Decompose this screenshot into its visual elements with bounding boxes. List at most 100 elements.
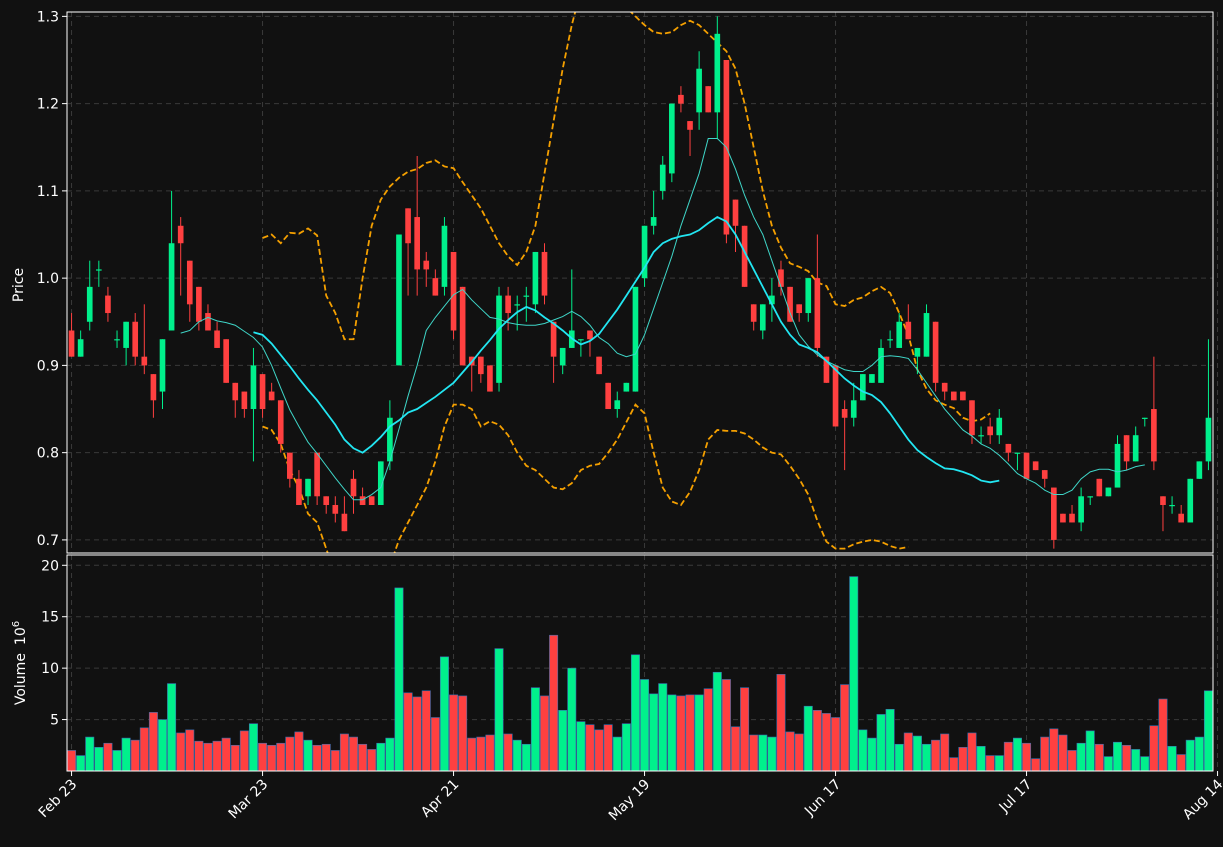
grid <box>67 12 1219 771</box>
volume-bar <box>321 743 331 771</box>
candle-body <box>1123 435 1130 462</box>
candle-body <box>750 304 757 322</box>
candle-body <box>1087 496 1094 498</box>
candle-body <box>223 339 229 383</box>
price-tick-label: 1.0 <box>37 271 59 287</box>
volume-bar <box>1031 758 1041 771</box>
bollinger-upper-line <box>262 12 991 423</box>
candle-body <box>350 478 357 497</box>
price-tick-label: 1.3 <box>37 9 59 25</box>
candle-body <box>405 208 411 244</box>
candle-body <box>368 496 375 506</box>
volume-bar <box>758 734 768 771</box>
candle-body <box>932 321 939 383</box>
candle-body <box>1160 496 1166 506</box>
candle-body <box>623 382 630 392</box>
volume-bar <box>1140 756 1150 771</box>
volume-bar <box>158 719 167 771</box>
volume-bar <box>958 747 968 771</box>
volume-bar <box>1022 742 1032 771</box>
candle-body <box>1178 513 1184 523</box>
candle-body <box>186 260 193 305</box>
volume-bar <box>794 733 804 771</box>
volume-bar <box>330 750 340 771</box>
candle-body <box>1051 487 1057 540</box>
candle-body <box>177 225 184 244</box>
candle-body <box>550 321 557 357</box>
candle-body <box>487 365 493 392</box>
bollinger-bands <box>262 12 991 553</box>
volume-axis-unit-exponent: 6 <box>11 621 22 627</box>
volume-axis-title: Volume <box>13 653 29 705</box>
volume-bar <box>576 721 586 771</box>
candle-body <box>1078 496 1084 523</box>
volume-bar <box>303 739 313 771</box>
volume-bar <box>1040 736 1050 771</box>
candle-body <box>77 339 84 357</box>
candle-body <box>150 374 157 401</box>
volume-bar <box>1085 730 1095 771</box>
volume-bar <box>1058 734 1068 771</box>
candle-body <box>441 225 448 287</box>
candle-body <box>132 321 139 357</box>
candle-body <box>587 330 593 340</box>
volume-bar <box>176 732 186 771</box>
volume-bar <box>658 683 668 771</box>
volume-bar <box>885 708 895 771</box>
volume-bar <box>1149 725 1159 771</box>
candle-body <box>86 286 93 322</box>
volume-tick-label: 10 <box>41 661 59 677</box>
volume-bar <box>549 634 559 771</box>
volume-bar <box>985 755 995 771</box>
volume-bar <box>1131 749 1141 771</box>
candle-body <box>259 374 266 410</box>
candle-body <box>869 374 875 383</box>
volume-bar <box>1194 736 1204 771</box>
candle-body <box>950 391 957 401</box>
candle-body <box>678 94 684 104</box>
volume-bar <box>812 710 822 771</box>
volume-bar <box>840 684 850 771</box>
candle-body <box>450 251 457 331</box>
candle-body <box>796 304 802 314</box>
volume-bar <box>294 731 304 771</box>
volume-bar <box>585 724 595 771</box>
volume-bar <box>439 656 449 771</box>
price-tick-label: 0.9 <box>37 358 59 374</box>
ma-slow-line <box>253 216 1000 484</box>
volume-bar <box>521 743 531 771</box>
volume-bar <box>821 713 831 771</box>
candle-body <box>1105 487 1112 497</box>
candle-body <box>941 382 948 392</box>
candle-body <box>141 356 148 366</box>
candle-body <box>687 121 693 130</box>
volume-bar <box>721 679 731 771</box>
candle-body <box>523 295 530 297</box>
volume-bar <box>767 736 777 771</box>
volume-bar <box>903 732 913 771</box>
volume-bar <box>267 744 277 771</box>
candle-body <box>205 313 211 331</box>
volume-bar <box>339 733 349 771</box>
volume-bar <box>1049 728 1059 771</box>
candle-body <box>741 225 748 287</box>
candle-body <box>287 452 293 479</box>
candle-body <box>505 295 511 314</box>
candle-body <box>168 243 175 331</box>
candle-body <box>268 391 275 401</box>
price-panel-frame <box>66 11 1214 554</box>
volume-bar <box>1076 742 1086 771</box>
candle-body <box>314 452 320 497</box>
volume-bar <box>312 744 322 771</box>
candle-body <box>696 68 702 113</box>
volume-bar <box>349 736 358 771</box>
candle-body <box>359 496 366 506</box>
volume-axis-label: Volume 106 <box>11 621 29 705</box>
candle-body <box>341 513 348 532</box>
candle-body <box>578 339 584 341</box>
candle-body <box>123 321 129 348</box>
volume-bar <box>831 717 841 771</box>
candle-body <box>323 496 330 506</box>
volume-bar <box>649 693 659 771</box>
